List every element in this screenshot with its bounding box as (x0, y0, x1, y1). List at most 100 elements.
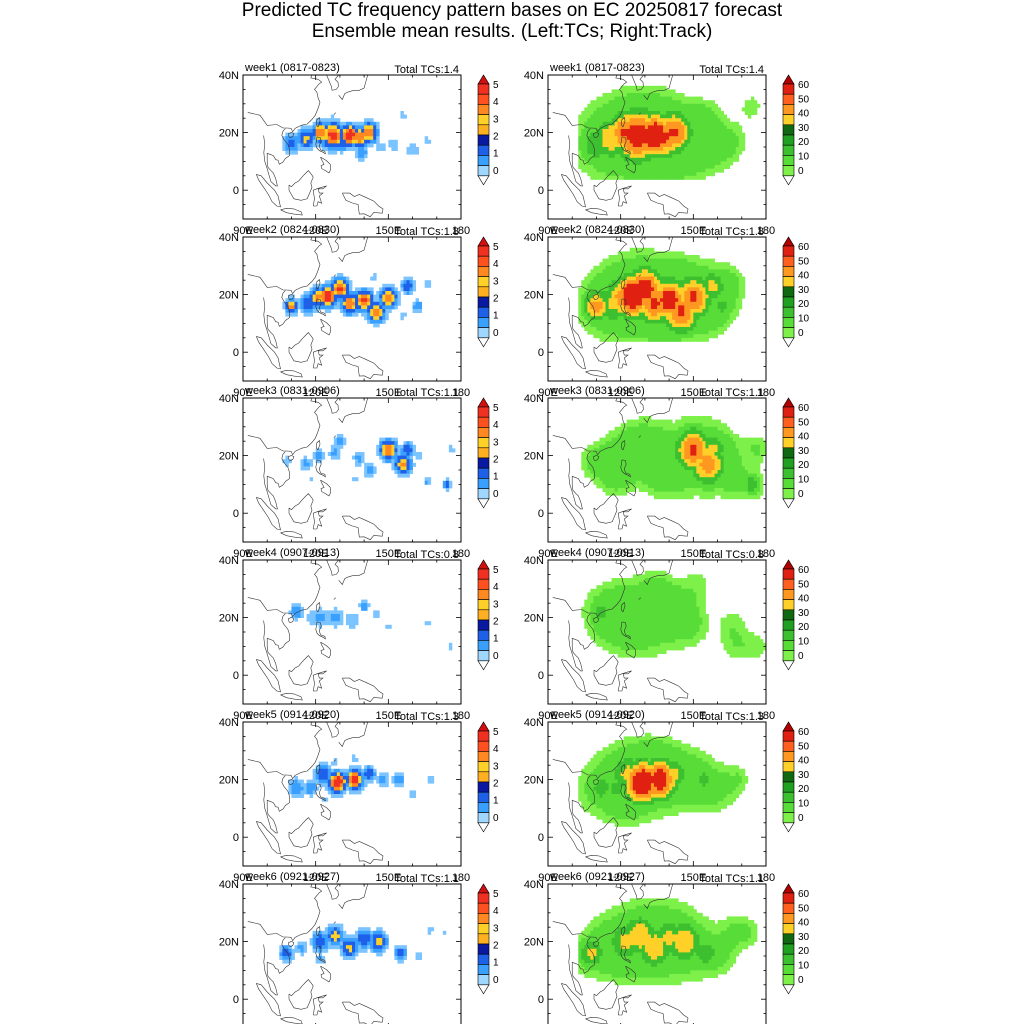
lat-tick-label: 20N (219, 290, 239, 302)
colorbar-label: 5 (493, 565, 499, 576)
lat-tick-label: 40N (524, 717, 544, 729)
tcs-map-3: 40N 20N 0 90E 120E 150E 180 week3 (0831-0906) To… (219, 385, 499, 560)
lon-tick-label: 150E (680, 225, 706, 237)
lon-tick-label: 90E (538, 710, 558, 722)
coastline (247, 75, 384, 218)
lat-tick-label: 20N (219, 128, 239, 140)
colorbar-label: 10 (798, 961, 810, 972)
track-colorbar: 0 10 20 30 40 50 60 (782, 74, 810, 186)
coastline (247, 398, 384, 541)
week-label: week2 (0824-0830) (549, 224, 645, 236)
lat-tick-label: 40N (219, 555, 239, 567)
lat-tick-label: 0 (538, 185, 544, 197)
lat-tick-label: 0 (233, 347, 239, 359)
lon-tick-label: 90E (233, 225, 253, 237)
lat-tick-label: 40N (524, 393, 544, 405)
track-colorbar: 0 10 20 30 40 50 60 (782, 721, 810, 833)
colorbar-label: 0 (798, 489, 804, 500)
week-label: week1 (0817-0823) (244, 62, 340, 74)
colorbar-label: 1 (493, 634, 499, 645)
colorbar-label: 4 (493, 744, 499, 755)
colorbar-label: 0 (798, 975, 804, 986)
tcs-colorbar: 0 1 2 3 4 5 (477, 883, 499, 995)
lon-tick-label: 90E (233, 710, 253, 722)
lat-tick-label: 40N (219, 232, 239, 244)
colorbar-label: 60 (798, 727, 810, 738)
colorbar-label: 10 (798, 799, 810, 810)
coastline (247, 560, 384, 703)
lon-tick-label: 120E (303, 225, 329, 237)
week-label: week6 (0921-0927) (549, 871, 645, 883)
track-colorbar: 0 10 20 30 40 50 60 (782, 236, 810, 348)
colorbar-label: 0 (798, 651, 804, 662)
colorbar-label: 0 (798, 166, 804, 177)
lon-tick-label: 150E (375, 387, 401, 399)
colorbar-label: 4 (493, 420, 499, 431)
coastline (552, 884, 689, 1024)
frequency-field (279, 923, 447, 964)
colorbar-label: 20 (798, 784, 810, 795)
lon-tick-label: 90E (233, 548, 253, 560)
lat-tick-label: 0 (233, 832, 239, 844)
lon-tick-label: 120E (303, 710, 329, 722)
colorbar-label: 5 (493, 727, 499, 738)
week-label: week3 (0831-0906) (244, 385, 340, 397)
track-map-2: 40N 20N 0 90E 120E 150E 180 week2 (0824-0830) To… (524, 224, 810, 399)
frequency-field (581, 416, 766, 500)
coastline (247, 722, 384, 865)
frequency-field (288, 599, 453, 651)
lon-tick-label: 120E (608, 225, 634, 237)
lon-tick-label: 150E (375, 548, 401, 560)
lat-tick-label: 40N (219, 70, 239, 82)
colorbar-label: 1 (493, 472, 499, 483)
lon-tick-label: 90E (233, 872, 253, 884)
colorbar-label: 50 (798, 903, 810, 914)
colorbar-label: 20 (798, 137, 810, 148)
lat-tick-label: 40N (524, 70, 544, 82)
track-map-5: 40N 20N 0 90E 120E 150E 180 week5 (0914-0920) To… (524, 709, 810, 884)
colorbar-label: 4 (493, 906, 499, 917)
total-tcs-label: Total TCs:1.1 (394, 873, 459, 885)
frequency-field (288, 754, 435, 802)
lon-tick-label: 120E (608, 710, 634, 722)
coastline (552, 237, 689, 380)
colorbar-label: 60 (798, 242, 810, 253)
total-tcs-label: Total TCs:1.8 (394, 226, 459, 238)
lat-tick-label: 0 (538, 347, 544, 359)
lat-tick-label: 20N (524, 775, 544, 787)
lat-tick-label: 40N (524, 555, 544, 567)
colorbar-label: 20 (798, 946, 810, 957)
colorbar-label: 1 (493, 958, 499, 969)
title-line-2: Ensemble mean results. (Left:TCs; Right:… (311, 21, 713, 42)
lon-tick-label: 180 (757, 872, 775, 884)
colorbar-label: 0 (493, 328, 499, 339)
lon-tick-label: 150E (680, 548, 706, 560)
lon-tick-label: 90E (538, 872, 558, 884)
colorbar-label: 20 (798, 460, 810, 471)
lon-tick-label: 180 (757, 710, 775, 722)
lat-tick-label: 20N (524, 290, 544, 302)
lon-tick-label: 150E (680, 872, 706, 884)
tcs-colorbar: 0 1 2 3 4 5 (477, 397, 499, 509)
total-tcs-label: Total TCs:0.8 (394, 549, 459, 561)
colorbar-label: 40 (798, 594, 810, 605)
lat-tick-label: 40N (524, 879, 544, 891)
colorbar-label: 30 (798, 608, 810, 619)
tcs-colorbar: 0 1 2 3 4 5 (477, 236, 499, 348)
total-tcs-label: Total TCs:1.3 (394, 711, 459, 723)
lon-tick-label: 180 (452, 872, 470, 884)
lon-tick-label: 150E (680, 710, 706, 722)
tcs-map-6: 40N 20N 0 90E 120E 150E 180 week6 (0921-0927) To… (219, 871, 499, 1024)
colorbar-label: 60 (798, 565, 810, 576)
lat-tick-label: 0 (233, 508, 239, 520)
lat-tick-label: 20N (219, 775, 239, 787)
track-colorbar: 0 10 20 30 40 50 60 (782, 397, 810, 509)
figure-title: Predicted TC frequency pattern bases on … (0, 0, 1024, 42)
tcs-colorbar: 0 1 2 3 4 5 (477, 721, 499, 833)
colorbar-label: 20 (798, 299, 810, 310)
week-label: week4 (0907-0913) (244, 547, 340, 559)
lat-tick-label: 0 (538, 994, 544, 1006)
lat-tick-label: 40N (219, 879, 239, 891)
map-frame (242, 397, 462, 543)
colorbar-label: 10 (798, 314, 810, 325)
